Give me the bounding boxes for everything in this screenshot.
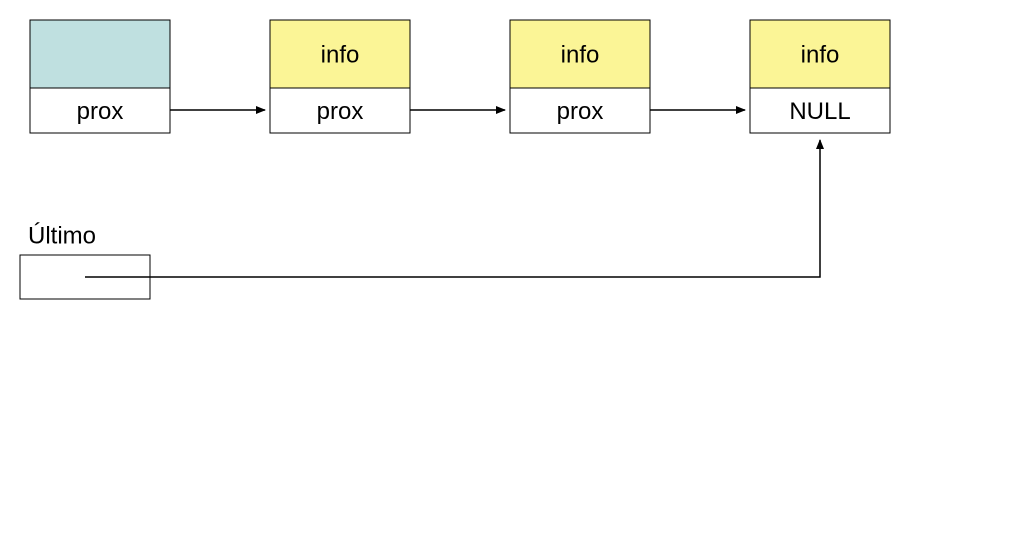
node-n2: info prox xyxy=(510,20,650,133)
prox-label: prox xyxy=(77,98,124,125)
info-cell xyxy=(30,20,170,88)
prox-label: NULL xyxy=(789,98,850,125)
node-n1: info prox xyxy=(270,20,410,133)
linked-list-nodes: prox info prox info prox info NULL xyxy=(30,20,890,133)
node-n3: info NULL xyxy=(750,20,890,133)
arrows xyxy=(85,110,820,277)
info-label: info xyxy=(321,41,360,68)
info-label: info xyxy=(801,41,840,68)
arrow-3 xyxy=(85,140,820,277)
node-head: prox xyxy=(30,20,170,133)
info-label: info xyxy=(561,41,600,68)
prox-label: prox xyxy=(317,98,364,125)
prox-label: prox xyxy=(557,98,604,125)
ultimo-label: Último xyxy=(28,222,96,249)
ultimo-pointer: Último xyxy=(20,222,150,299)
